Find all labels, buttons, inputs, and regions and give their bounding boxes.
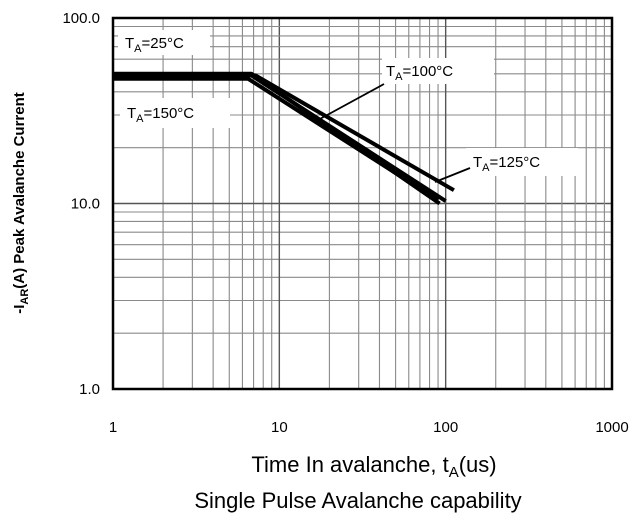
series-line-4 bbox=[113, 76, 440, 202]
y-axis-title-sub: AR bbox=[19, 289, 31, 305]
annotation-ta-25-sub: A bbox=[134, 43, 142, 55]
annotation-ta-25: TA=25°C bbox=[125, 35, 184, 55]
y-axis-title-rest: (A) Peak Avalanche Current bbox=[11, 92, 28, 288]
x-axis-title-rest: (us) bbox=[459, 452, 497, 477]
series-group bbox=[113, 71, 455, 206]
x-tick-label: 1 bbox=[109, 419, 117, 436]
y-tick-label: 10.0 bbox=[71, 196, 100, 213]
y-tick-label: 1.0 bbox=[79, 381, 100, 398]
annotation-bg bbox=[382, 58, 494, 84]
chart-caption: Single Pulse Avalanche capability bbox=[194, 488, 521, 513]
annotations: TA=25°CTA=150°CTA=100°CTA=125°C bbox=[118, 30, 578, 183]
annotation-bg bbox=[466, 148, 578, 176]
x-tick-label: 100 bbox=[433, 419, 458, 436]
annotation-ta-125-rest: =125°C bbox=[490, 154, 541, 171]
tick-labels: 1 10 100 1000 1.0 10.0 100.0 bbox=[62, 10, 628, 436]
y-axis-title-main: -I bbox=[11, 305, 28, 314]
leader-line-ta-100 bbox=[317, 83, 385, 121]
annotation-ta-150-main: T bbox=[127, 105, 136, 122]
annotation-bg bbox=[118, 30, 210, 55]
annotation-ta-100-rest: =100°C bbox=[403, 63, 454, 80]
annotation-ta-100: TA=100°C bbox=[386, 63, 453, 83]
y-tick-label: 100.0 bbox=[62, 10, 100, 27]
annotation-bg bbox=[120, 98, 230, 128]
annotation-ta-25-main: T bbox=[125, 35, 134, 52]
y-axis-title: -IAR(A) Peak Avalanche Current bbox=[11, 92, 31, 314]
annotation-ta-125-sub: A bbox=[482, 162, 490, 174]
axis-titles: -IAR(A) Peak Avalanche Current Time In av… bbox=[11, 92, 522, 513]
x-axis-title: Time In avalanche, tA(us) bbox=[251, 452, 496, 481]
x-tick-label: 10 bbox=[271, 419, 288, 436]
annotation-ta-150: TA=150°C bbox=[127, 105, 194, 125]
annotation-ta-100-main: T bbox=[386, 63, 395, 80]
series-line-3 bbox=[113, 73, 455, 192]
plot-frame bbox=[111, 16, 614, 391]
annotation-ta-150-rest: =150°C bbox=[144, 105, 195, 122]
x-tick-label: 1000 bbox=[595, 419, 628, 436]
annotation-ta-150-sub: A bbox=[136, 113, 144, 125]
x-axis-title-main: Time In avalanche, t bbox=[251, 452, 448, 477]
annotation-ta-100-sub: A bbox=[395, 71, 403, 83]
annotation-ta-125-main: T bbox=[473, 154, 482, 171]
annotation-ta-125: TA=125°C bbox=[473, 154, 540, 174]
x-axis-title-sub: A bbox=[449, 464, 459, 481]
annotation-ta-25-rest: =25°C bbox=[142, 35, 184, 52]
leader-line-ta-125 bbox=[434, 167, 471, 183]
